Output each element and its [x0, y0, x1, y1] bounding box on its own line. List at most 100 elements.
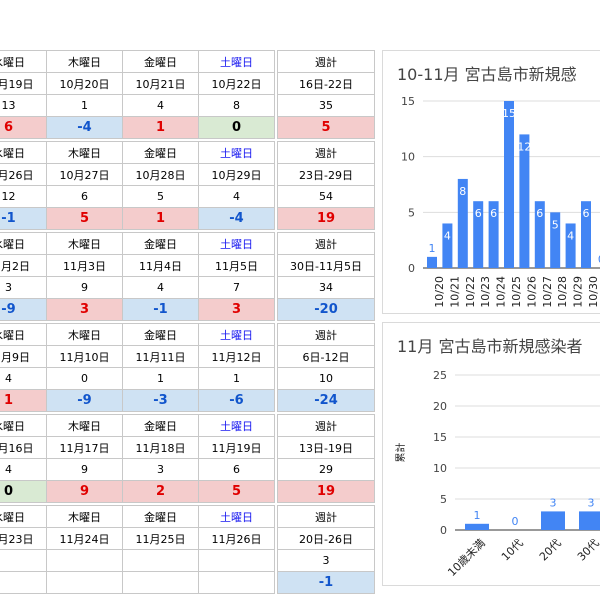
diff-cell: -1	[0, 207, 47, 230]
table-row: 20日-26日	[277, 527, 375, 550]
count-cell	[122, 549, 199, 572]
x-tick-label: 10/24	[495, 276, 508, 308]
diff-cell: 2	[122, 480, 199, 503]
count-cell: 4	[122, 94, 199, 117]
table-row: 35	[277, 94, 375, 117]
day-header: 木曜日	[46, 505, 123, 528]
x-tick-label: 10/26	[525, 276, 538, 308]
date-cell: 11月5日	[198, 254, 275, 277]
x-tick-label: 20代	[537, 537, 564, 564]
date-cell: 11月23日	[0, 527, 47, 550]
data-label: 3	[588, 496, 595, 509]
bar	[550, 212, 561, 268]
table-row: 30日-11月5日	[277, 254, 375, 277]
bar	[581, 201, 591, 268]
data-label: 6	[475, 207, 482, 220]
diff-cell: -1	[122, 298, 199, 321]
week-diff: -24	[277, 389, 375, 412]
date-cell: 11月2日	[0, 254, 47, 277]
week-table: 水曜日木曜日金曜日土曜日11月9日11月10日11月11日11月12日40111…	[0, 323, 275, 412]
table-row: 10月26日10月27日10月28日10月29日	[0, 163, 275, 186]
count-cell: 0	[46, 367, 123, 390]
week-diff: 5	[277, 116, 375, 139]
count-cell	[46, 549, 123, 572]
x-tick-label: 10/27	[541, 276, 554, 308]
date-cell: 11月4日	[122, 254, 199, 277]
diff-cell: -6	[198, 389, 275, 412]
y-tick-label: 10	[433, 462, 447, 475]
date-cell: 10月27日	[46, 163, 123, 186]
x-tick-label: 10/22	[464, 276, 477, 308]
y-tick-label: 15	[433, 431, 447, 444]
data-label: 8	[459, 185, 466, 198]
date-cell: 11月24日	[46, 527, 123, 550]
data-label: 1	[429, 242, 436, 255]
date-cell: 11月18日	[122, 436, 199, 459]
diff-cell: 1	[122, 207, 199, 230]
week-total-header: 週計	[277, 323, 375, 346]
week-total-header: 週計	[277, 414, 375, 437]
day-header: 土曜日	[198, 232, 275, 255]
diff-cell: 0	[0, 480, 47, 503]
week-total-header: 週計	[277, 232, 375, 255]
week-table: 水曜日木曜日金曜日土曜日11月23日11月24日11月25日11月26日	[0, 505, 275, 594]
y-tick-label: 20	[433, 400, 447, 413]
week-range: 30日-11月5日	[277, 254, 375, 277]
count-cell: 9	[46, 276, 123, 299]
day-header: 金曜日	[122, 141, 199, 164]
data-label: 3	[550, 496, 557, 509]
table-row	[0, 571, 275, 594]
chart-age-cases: 11月 宮古島市新規感染者 0 5 10 15 20 25 累計 1 10歳未満 0 10代 3 20代…	[382, 322, 600, 586]
diff-cell	[122, 571, 199, 594]
diff-cell: 5	[198, 480, 275, 503]
table-row: 週計	[277, 505, 375, 528]
table-row: 週計	[277, 50, 375, 73]
table-row: 11月16日11月17日11月18日11月19日	[0, 436, 275, 459]
diff-cell: 3	[198, 298, 275, 321]
count-cell: 12	[0, 185, 47, 208]
date-cell: 11月17日	[46, 436, 123, 459]
table-row: 12 6 5 4	[0, 185, 275, 208]
week-range: 23日-29日	[277, 163, 375, 186]
diff-cell: -3	[122, 389, 199, 412]
day-header: 水曜日	[0, 141, 47, 164]
day-header: 金曜日	[122, 323, 199, 346]
table-row: 水曜日木曜日金曜日土曜日	[0, 505, 275, 528]
bar	[579, 511, 600, 530]
week-diff: -1	[277, 571, 375, 594]
week-range: 20日-26日	[277, 527, 375, 550]
data-label: 4	[444, 229, 451, 242]
date-cell: 11月11日	[122, 345, 199, 368]
bar	[442, 223, 453, 268]
date-cell: 10月22日	[198, 72, 275, 95]
date-cell: 10月20日	[46, 72, 123, 95]
day-header: 土曜日	[198, 50, 275, 73]
week-total-header: 週計	[277, 50, 375, 73]
week-total: 34	[277, 276, 375, 299]
count-cell: 9	[46, 458, 123, 481]
week-total: 35	[277, 94, 375, 117]
y-axis-label: 累計	[394, 443, 407, 463]
diff-cell	[46, 571, 123, 594]
date-cell: 10月21日	[122, 72, 199, 95]
date-cell: 11月26日	[198, 527, 275, 550]
table-row: 週計	[277, 323, 375, 346]
bar	[534, 201, 545, 268]
day-header: 木曜日	[46, 323, 123, 346]
week-range: 13日-19日	[277, 436, 375, 459]
day-header: 水曜日	[0, 505, 47, 528]
date-cell: 10月19日	[0, 72, 47, 95]
week-total-table: 週計 30日-11月5日 34 -20	[277, 232, 375, 321]
diff-cell: 6	[0, 116, 47, 139]
count-cell: 1	[122, 367, 199, 390]
count-cell: 3	[0, 276, 47, 299]
week-total-table: 週計 13日-19日 29 19	[277, 414, 375, 503]
table-row: 11月23日11月24日11月25日11月26日	[0, 527, 275, 550]
day-header: 土曜日	[198, 323, 275, 346]
week-total-table: 週計 23日-29日 54 19	[277, 141, 375, 230]
table-row: 29	[277, 458, 375, 481]
week-total: 3	[277, 549, 375, 572]
count-cell	[0, 549, 47, 572]
